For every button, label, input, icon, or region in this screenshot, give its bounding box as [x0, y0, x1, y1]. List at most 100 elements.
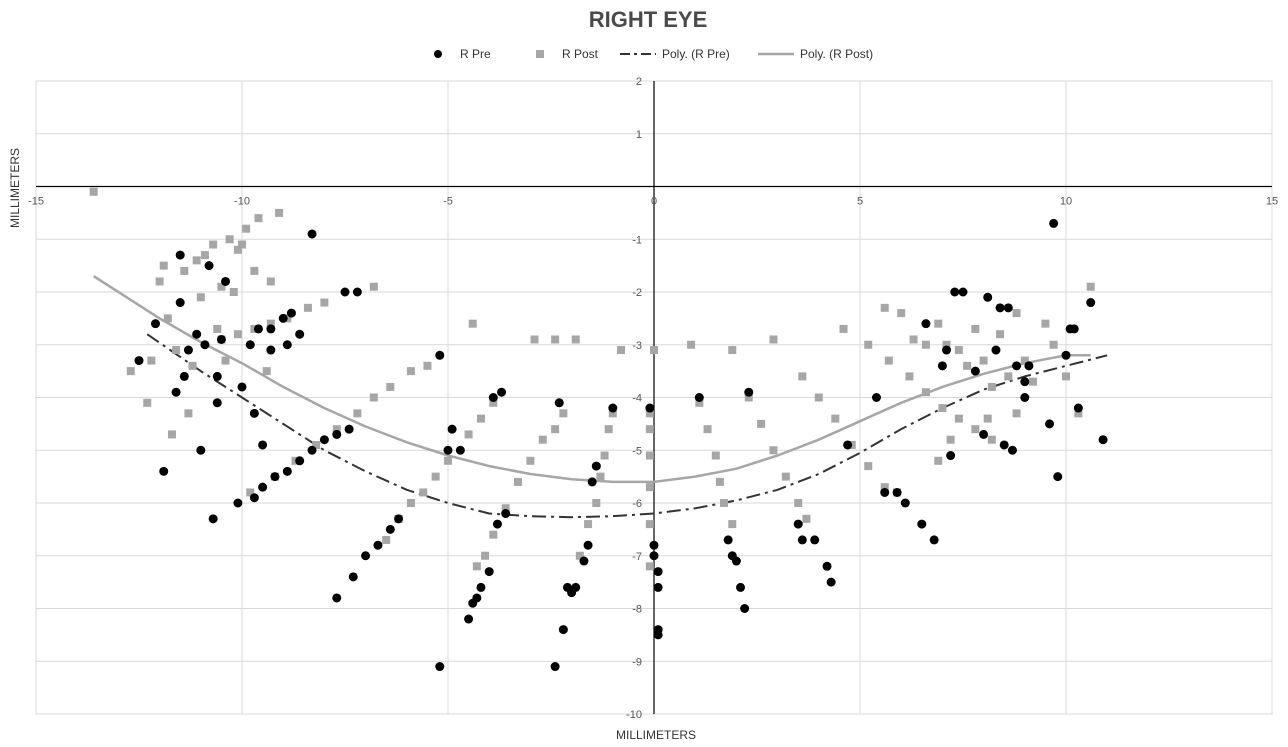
point-r-pre — [258, 482, 268, 492]
point-r-pre — [843, 440, 853, 450]
point-r-post — [954, 346, 963, 355]
point-r-pre — [270, 472, 280, 482]
point-r-post — [650, 346, 658, 355]
trendline-r-pre — [146, 333, 1108, 519]
legend-marker-r-pre — [434, 50, 442, 58]
x-tick-label: 0 — [651, 196, 657, 208]
point-r-post — [604, 425, 613, 434]
y-tick-label: 2 — [636, 76, 642, 88]
point-r-pre — [237, 382, 247, 392]
y-tick-label: -8 — [632, 604, 642, 616]
point-r-post — [987, 382, 996, 391]
point-r-pre — [970, 366, 980, 376]
point-r-post — [880, 483, 889, 492]
point-r-pre — [394, 514, 404, 524]
point-r-pre — [822, 561, 832, 571]
point-r-pre — [196, 445, 206, 455]
point-r-pre — [295, 456, 305, 466]
point-r-post — [769, 335, 778, 344]
point-r-post — [147, 356, 156, 365]
point-r-post — [423, 361, 432, 370]
point-r-post — [444, 456, 452, 465]
point-r-pre — [204, 261, 214, 271]
point-r-pre — [740, 604, 750, 613]
y-tick-label: -6 — [632, 498, 642, 510]
point-r-pre — [183, 345, 193, 355]
point-r-pre — [999, 440, 1009, 450]
point-r-pre — [332, 593, 342, 603]
point-r-post — [971, 425, 980, 434]
point-r-pre — [1073, 403, 1083, 413]
point-r-post — [979, 356, 988, 365]
point-r-pre — [435, 662, 445, 672]
point-r-post — [695, 398, 704, 407]
point-r-pre — [221, 276, 231, 286]
y-tick-label: -5 — [632, 445, 642, 457]
point-r-pre — [1020, 377, 1030, 387]
point-r-post — [728, 520, 737, 529]
point-r-pre — [1069, 324, 1079, 334]
point-r-pre — [1007, 445, 1017, 455]
point-r-pre — [1045, 419, 1055, 429]
point-r-pre — [950, 287, 960, 297]
y-tick-label: -2 — [632, 287, 642, 299]
point-r-post — [942, 340, 951, 349]
point-r-pre — [983, 292, 993, 302]
point-r-post — [262, 367, 271, 376]
point-r-post — [938, 404, 947, 413]
x-tick-label: -15 — [28, 196, 44, 208]
point-r-post — [126, 367, 135, 376]
y-tick-label: -1 — [632, 234, 642, 246]
point-r-post — [600, 451, 609, 460]
point-r-post — [987, 435, 996, 444]
point-r-post — [921, 388, 930, 397]
point-r-post — [530, 335, 539, 344]
point-r-post — [934, 456, 943, 465]
point-r-pre — [455, 445, 465, 455]
point-r-pre — [1053, 472, 1063, 482]
point-r-pre — [880, 487, 890, 497]
point-r-post — [476, 414, 485, 423]
point-r-pre — [583, 540, 593, 550]
point-r-post — [406, 367, 415, 376]
point-r-pre — [492, 519, 502, 529]
point-r-pre — [1012, 361, 1022, 371]
point-r-post — [180, 266, 189, 275]
point-r-post — [839, 324, 848, 333]
legend-item: Poly. (R Pre) — [620, 47, 730, 61]
point-r-pre — [571, 582, 581, 592]
point-r-pre — [159, 466, 169, 476]
point-r-post — [143, 398, 152, 407]
point-r-pre — [810, 535, 820, 545]
y-tick-label: 1 — [636, 129, 642, 141]
point-r-pre — [826, 577, 836, 587]
point-r-pre — [653, 582, 663, 592]
legend-label: R Pre — [460, 47, 491, 61]
point-r-pre — [991, 345, 1001, 355]
point-r-post — [188, 361, 197, 370]
point-r-post — [1029, 377, 1038, 386]
point-r-post — [897, 309, 906, 318]
point-r-pre — [591, 461, 601, 471]
point-r-pre — [278, 313, 288, 323]
point-r-post — [159, 261, 168, 270]
point-r-post — [266, 277, 275, 286]
point-r-pre — [443, 445, 453, 455]
point-r-post — [184, 409, 193, 418]
point-r-post — [645, 520, 654, 529]
point-r-post — [575, 551, 584, 560]
point-r-post — [909, 335, 918, 344]
point-r-pre — [694, 393, 704, 402]
point-r-pre — [744, 387, 754, 397]
point-r-post — [864, 462, 873, 471]
point-r-pre — [900, 498, 910, 508]
tick-labels: -15 -10 -5 0 5 10 15 2 1 -1 -2 -3 -4 -5 -6 -7 -8 -9 -10 — [28, 76, 1278, 721]
point-r-post — [720, 499, 729, 507]
point-r-pre — [282, 340, 292, 350]
point-r-post — [1012, 409, 1021, 418]
point-r-post — [559, 409, 568, 418]
point-r-post — [192, 256, 201, 265]
point-r-pre — [295, 329, 305, 339]
